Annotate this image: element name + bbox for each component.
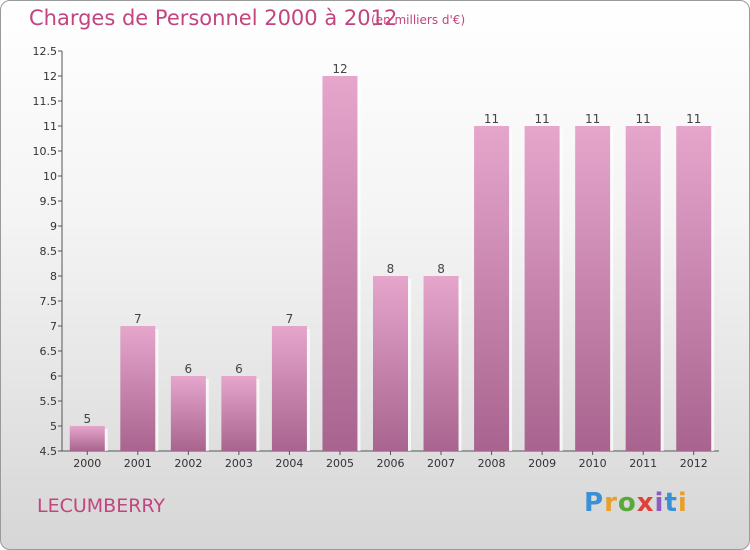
x-tick-label: 2005 bbox=[326, 457, 354, 470]
bar bbox=[69, 426, 105, 451]
y-tick-label: 11 bbox=[43, 120, 57, 133]
data-label: 11 bbox=[484, 112, 499, 126]
data-label: 8 bbox=[387, 262, 395, 276]
y-tick-label: 12.5 bbox=[33, 45, 58, 58]
bar bbox=[524, 126, 560, 451]
chart-title: Charges de Personnel 2000 à 2012 bbox=[29, 6, 398, 30]
data-label: 11 bbox=[686, 112, 701, 126]
data-label: 11 bbox=[585, 112, 600, 126]
y-tick-label: 10.5 bbox=[33, 145, 58, 158]
bar bbox=[423, 276, 459, 451]
chart-subtitle: (en milliers d'€) bbox=[371, 13, 466, 27]
x-tick-label: 2012 bbox=[680, 457, 708, 470]
x-tick-label: 2010 bbox=[579, 457, 607, 470]
bar bbox=[322, 76, 358, 451]
data-label: 11 bbox=[636, 112, 651, 126]
bar bbox=[625, 126, 661, 451]
bar bbox=[474, 126, 510, 451]
y-tick-label: 5.5 bbox=[40, 395, 58, 408]
y-tick-label: 7 bbox=[50, 320, 57, 333]
x-tick-label: 2007 bbox=[427, 457, 455, 470]
x-tick-label: 2004 bbox=[275, 457, 303, 470]
x-tick-label: 2000 bbox=[73, 457, 101, 470]
bar bbox=[373, 276, 408, 451]
x-tick-label: 2011 bbox=[629, 457, 657, 470]
bar bbox=[575, 126, 611, 451]
bar bbox=[676, 126, 712, 451]
logo-letter: r bbox=[604, 488, 618, 518]
x-tick-label: 2006 bbox=[377, 457, 405, 470]
bar bbox=[170, 376, 206, 451]
x-tick-label: 2008 bbox=[478, 457, 506, 470]
data-label: 5 bbox=[83, 412, 91, 426]
y-tick-label: 9 bbox=[50, 220, 57, 233]
logo-letter: o bbox=[617, 488, 637, 518]
y-tick-label: 9.5 bbox=[40, 195, 58, 208]
data-label: 12 bbox=[332, 62, 347, 76]
logo-letter: x bbox=[636, 488, 655, 518]
data-label: 8 bbox=[437, 262, 445, 276]
logo-letter: i bbox=[654, 488, 665, 518]
bar bbox=[221, 376, 257, 451]
logo-letter: P bbox=[584, 488, 605, 518]
y-tick-label: 4.5 bbox=[40, 445, 58, 458]
x-tick-label: 2001 bbox=[124, 457, 152, 470]
y-tick-label: 8 bbox=[50, 270, 57, 283]
bar-chart: 4.5 5 5.5 6 6.5 7 7.5 8 8.5 9 9.5 10 10.5 11 11.5 12 12.… bbox=[33, 45, 719, 470]
y-tick-label: 12 bbox=[43, 70, 57, 83]
y-tick-label: 8.5 bbox=[40, 245, 58, 258]
bar bbox=[120, 326, 156, 451]
y-tick-label: 11.5 bbox=[33, 95, 58, 108]
logo-letter: i bbox=[677, 488, 688, 518]
proxiti-logo: Proxiti bbox=[584, 488, 688, 518]
data-label: 11 bbox=[534, 112, 549, 126]
bar bbox=[271, 326, 307, 451]
x-tick-label: 2002 bbox=[174, 457, 202, 470]
y-tick-label: 6.5 bbox=[40, 345, 58, 358]
logo-letter: t bbox=[664, 488, 678, 518]
x-tick-label: 2009 bbox=[528, 457, 556, 470]
y-tick-label: 6 bbox=[50, 370, 57, 383]
y-tick-label: 5 bbox=[50, 420, 57, 433]
data-label: 7 bbox=[134, 312, 142, 326]
y-tick-label: 7.5 bbox=[40, 295, 58, 308]
data-label: 6 bbox=[185, 362, 193, 376]
y-tick-label: 10 bbox=[43, 170, 57, 183]
commune-name: LECUMBERRY bbox=[37, 495, 165, 517]
data-label: 6 bbox=[235, 362, 243, 376]
x-tick-label: 2003 bbox=[225, 457, 253, 470]
data-label: 7 bbox=[286, 312, 294, 326]
